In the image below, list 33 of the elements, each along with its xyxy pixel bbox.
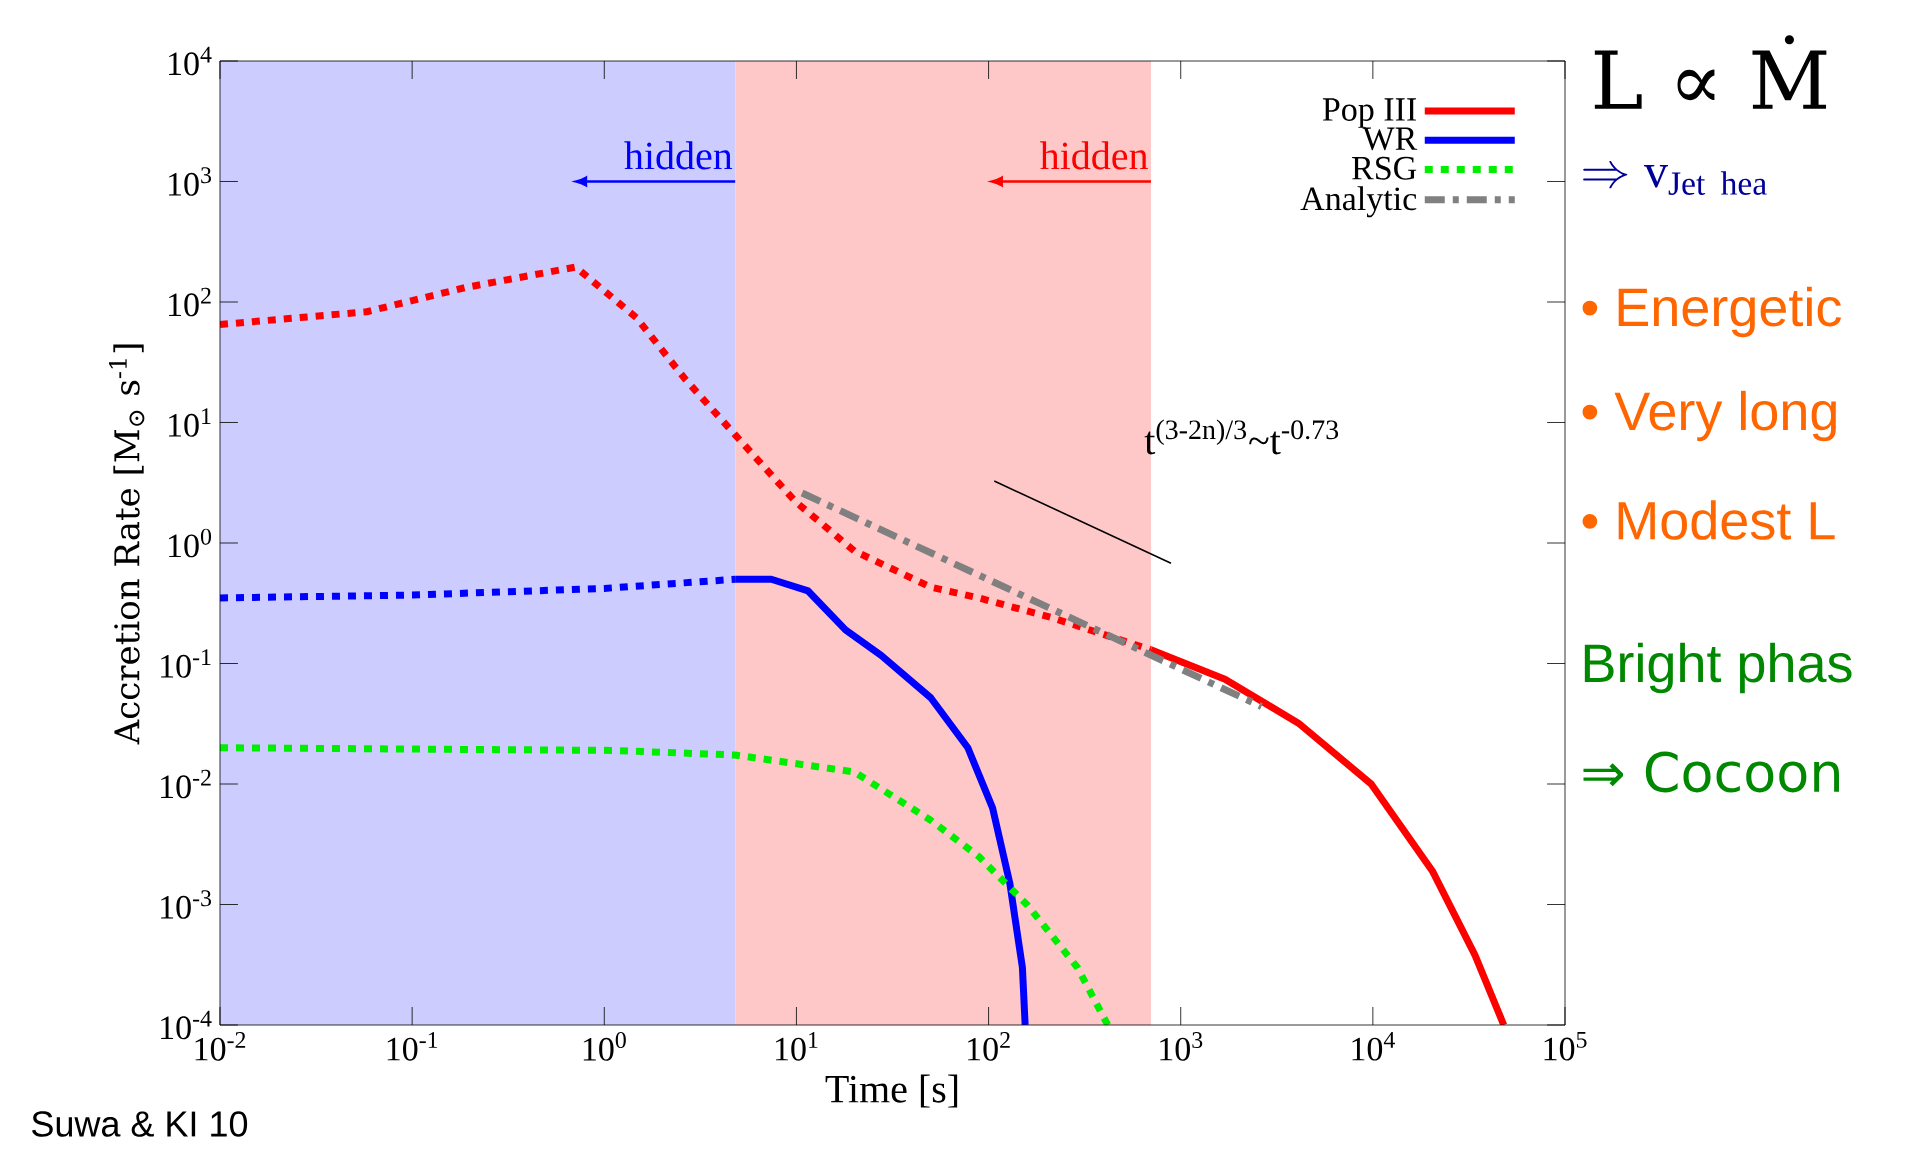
text: ⇒ Cocoon <box>1583 751 1839 793</box>
legend-label: WR <box>1362 127 1418 151</box>
x-tick-label: 10$^{0}$ <box>583 1032 626 1061</box>
legend-label: Analytic <box>1300 186 1417 218</box>
legend-label: Pop III <box>1322 98 1417 128</box>
y-tick-label: 10$^{3}$ <box>169 167 212 196</box>
y-tick-label: 10$^{-3}$ <box>161 890 212 919</box>
text: $\Rightarrow \mathrm{v}_{\mathrm{Jet\ hea}}$ <box>1583 160 1767 195</box>
legend-label: RSG <box>1352 156 1417 180</box>
annotation: t$^{(3-2n)/3}$~t$^{-0.73}$ <box>1144 419 1339 455</box>
y-tick-label: 10$^{-1}$ <box>161 649 211 678</box>
y-tick-label: 10$^{1}$ <box>169 408 211 437</box>
x-tick-label: 10$^{2}$ <box>968 1032 1010 1061</box>
x-tick-label: 10$^{-2}$ <box>195 1032 246 1061</box>
y-tick-label: 10$^{0}$ <box>169 528 212 558</box>
x-tick-label: 10$^{5}$ <box>1544 1032 1587 1061</box>
text: Bright phas <box>1584 642 1852 694</box>
text: • Modest L <box>1582 500 1835 540</box>
y-tick-label: 10$^{-2}$ <box>161 769 211 799</box>
y-tick-label: 10$^{4}$ <box>169 46 212 76</box>
x-tick-label: 10$^{1}$ <box>775 1032 818 1061</box>
text: L ∝ Ṁ <box>1594 35 1827 109</box>
x-tick-label: 10$^{-1}$ <box>387 1032 438 1061</box>
annotation: hidden <box>624 141 733 170</box>
annotation: hidden <box>1040 141 1148 170</box>
y-tick-label: 10$^{2}$ <box>169 287 211 317</box>
x-tick-label: 10$^{4}$ <box>1352 1032 1395 1061</box>
y-axis-title: Accretion Rate [M$_{⊙}$ s$^{-1}$] <box>108 344 145 745</box>
text: Suwa & KI 10 <box>32 1111 248 1137</box>
x-tick-label: 10$^{3}$ <box>1160 1032 1203 1061</box>
text: • Energetic <box>1582 286 1841 338</box>
text: • Very long <box>1582 390 1836 442</box>
x-axis-title: Time [s] <box>825 1074 958 1108</box>
